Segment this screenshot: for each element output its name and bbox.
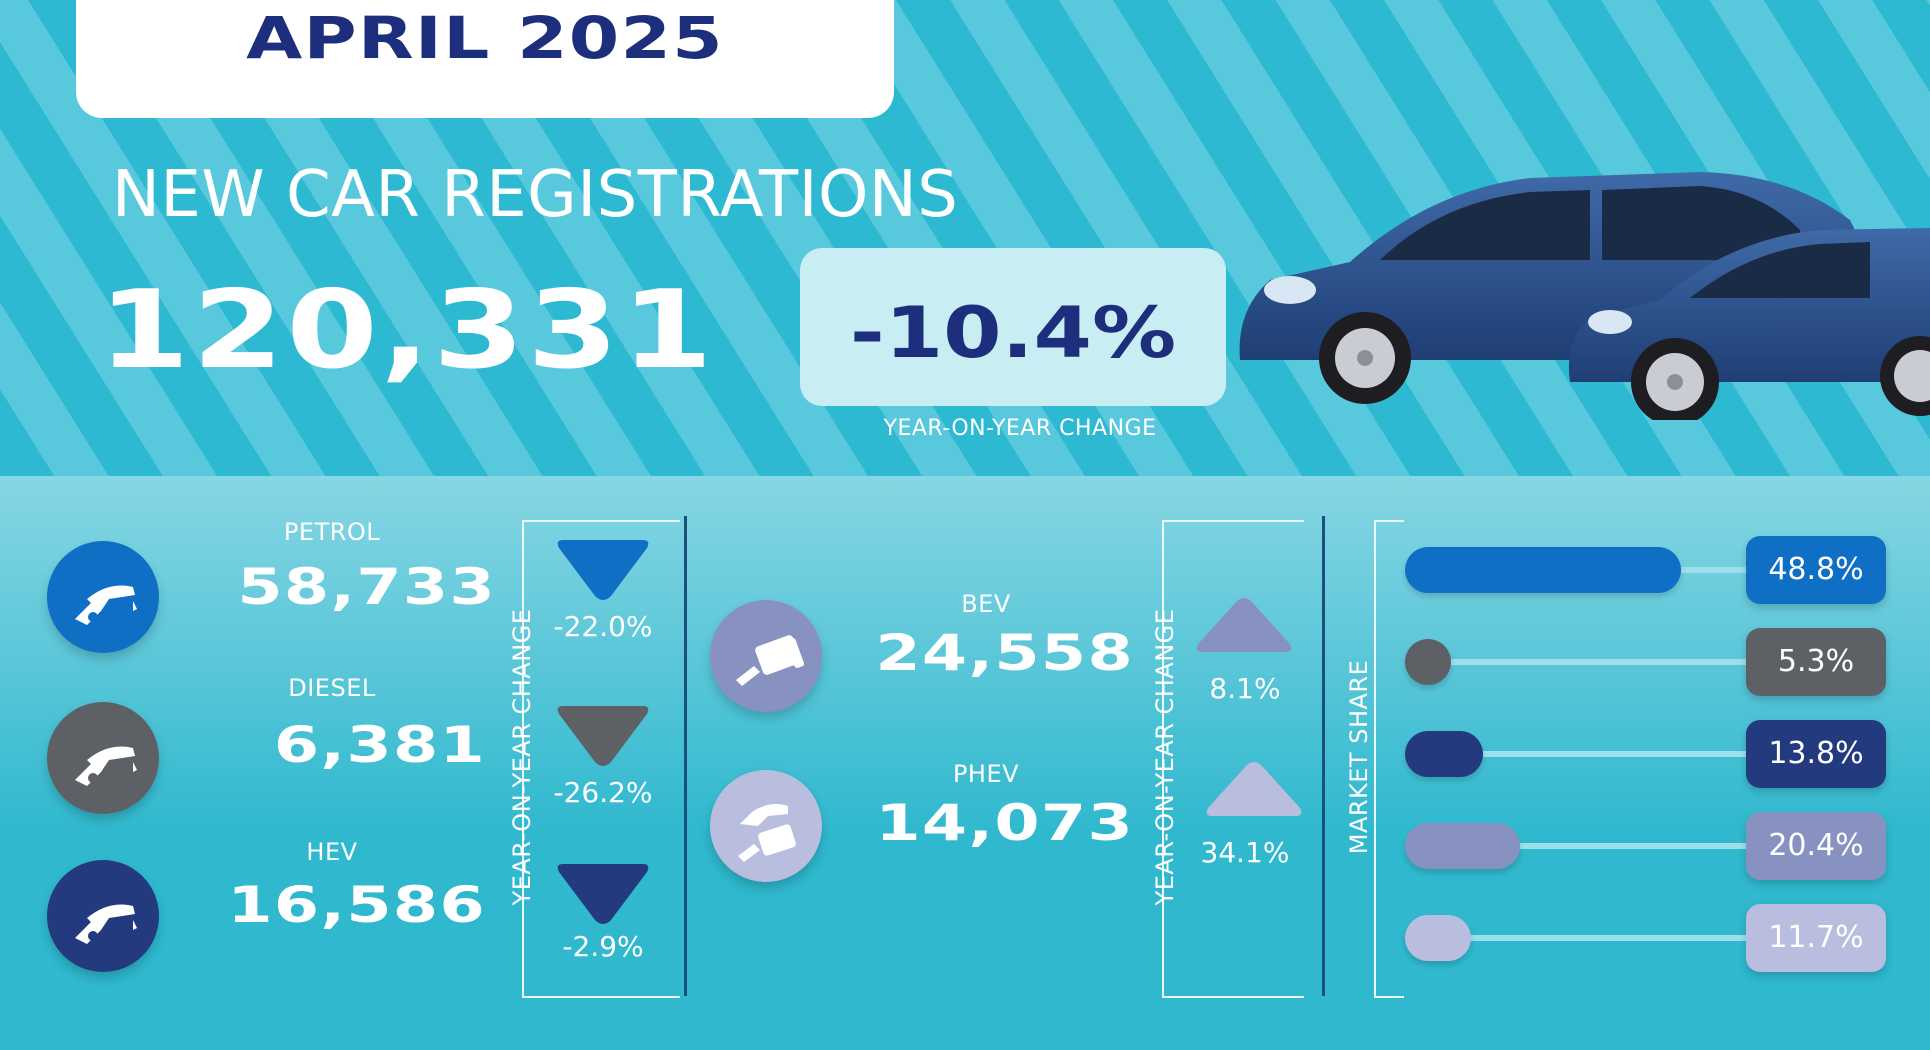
share-value-diesel: 5.3% — [1746, 628, 1886, 696]
trend-down-icon — [557, 540, 649, 600]
cars-illustration — [1239, 172, 1930, 420]
yoy-value-bev: 8.1% — [1209, 672, 1281, 705]
fuel-value-phev: 14,073 — [875, 794, 1134, 852]
petrol-pump-icon — [47, 541, 159, 653]
hev-pump-icon — [47, 860, 159, 972]
page-title: NEW CAR REGISTRATIONS — [112, 158, 959, 232]
share-value-bev: 20.4% — [1746, 812, 1886, 880]
fuel-label-diesel: DIESEL — [288, 674, 376, 702]
trend-down-icon — [557, 706, 649, 766]
yoy-axis-label-right: YEAR-ON-YEAR CHANGE — [1151, 608, 1179, 906]
share-axis-label: MARKET SHARE — [1345, 659, 1373, 855]
share-track — [1405, 751, 1760, 757]
yoy-value-petrol: -22.0% — [553, 610, 653, 643]
share-track — [1405, 659, 1760, 665]
yoy-value-phev: 34.1% — [1200, 836, 1290, 869]
fuel-value-petrol: 58,733 — [237, 558, 496, 616]
share-bar-phev — [1405, 915, 1472, 961]
fuel-value-diesel: 6,381 — [273, 716, 486, 774]
fuel-label-petrol: PETROL — [283, 518, 381, 546]
divider — [1322, 516, 1325, 996]
yoy-bracket-left — [522, 520, 680, 998]
share-value-petrol: 48.8% — [1746, 536, 1886, 604]
trend-up-icon — [1206, 762, 1302, 816]
share-bracket — [1374, 520, 1404, 998]
fuel-label-hev: HEV — [306, 838, 358, 866]
yoy-bracket-right — [1162, 520, 1304, 998]
share-bar-petrol — [1405, 547, 1681, 593]
trend-down-icon — [557, 864, 649, 924]
share-bar-bev — [1405, 823, 1521, 869]
share-track — [1405, 843, 1760, 849]
share-bar-hev — [1405, 731, 1484, 777]
yoy-change-label: YEAR-ON-YEAR CHANGE — [883, 416, 1157, 441]
breakdown-section: PETROL 58,733 -22.0% DIESEL 6,381 -26.2%… — [0, 476, 1930, 1050]
phev-plug-pump-icon — [710, 770, 822, 882]
fuel-label-phev: PHEV — [952, 760, 1020, 788]
yoy-change-box: -10.4% — [800, 248, 1226, 406]
bev-plug-icon — [710, 600, 822, 712]
month-label: APRIL 2025 — [246, 4, 724, 72]
fuel-value-hev: 16,586 — [227, 876, 486, 934]
header-section: APRIL 2025 NEW CAR REGISTRATIONS 120,331… — [0, 0, 1930, 476]
fuel-value-bev: 24,558 — [875, 624, 1134, 682]
share-bar-diesel — [1405, 639, 1451, 685]
fuel-label-bev: BEV — [961, 590, 1011, 618]
month-card: APRIL 2025 — [76, 0, 894, 118]
share-value-hev: 13.8% — [1746, 720, 1886, 788]
yoy-change-value: -10.4% — [849, 292, 1177, 374]
total-registrations: 120,331 — [98, 268, 716, 393]
yoy-axis-label-left: YEAR-ON-YEAR CHANGE — [508, 608, 536, 906]
share-value-phev: 11.7% — [1746, 904, 1886, 972]
trend-up-icon — [1196, 598, 1292, 652]
share-track — [1405, 935, 1760, 941]
divider — [684, 516, 687, 996]
diesel-pump-icon — [47, 702, 159, 814]
yoy-value-diesel: -26.2% — [553, 776, 653, 809]
yoy-value-hev: -2.9% — [562, 930, 644, 963]
